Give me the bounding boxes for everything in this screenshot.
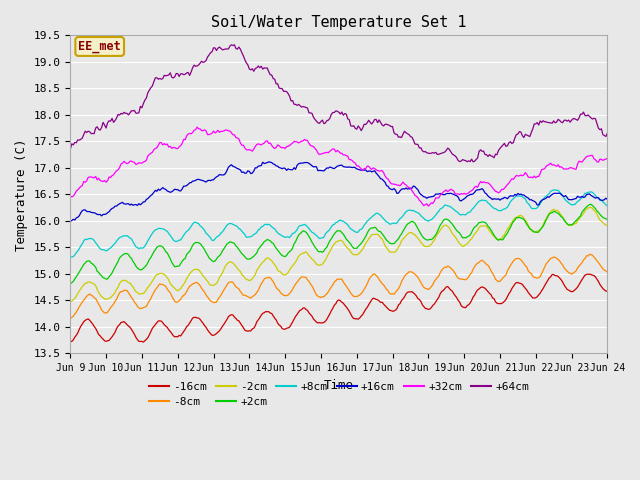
Line: +8cm: +8cm [70, 190, 607, 257]
+2cm [67, 281, 74, 287]
+2cm [390, 241, 398, 247]
-8cm [402, 272, 410, 277]
+2cm [372, 225, 380, 231]
-8cm [604, 269, 611, 275]
-16cm [586, 271, 593, 277]
+32cm [67, 193, 74, 199]
+8cm [604, 203, 611, 209]
+64cm [166, 70, 174, 76]
+8cm [68, 254, 76, 260]
Line: +64cm: +64cm [70, 45, 607, 162]
+32cm [166, 144, 174, 149]
-2cm [67, 299, 74, 305]
Line: -2cm: -2cm [70, 207, 607, 302]
+32cm [392, 181, 399, 187]
Text: EE_met: EE_met [78, 40, 121, 53]
-2cm [166, 280, 174, 286]
+16cm [81, 207, 89, 213]
-8cm [372, 273, 380, 278]
+64cm [374, 120, 381, 125]
+2cm [604, 217, 611, 223]
+16cm [374, 172, 381, 178]
+64cm [228, 42, 236, 48]
-16cm [392, 307, 399, 313]
+32cm [404, 184, 412, 190]
-2cm [587, 204, 595, 210]
-2cm [402, 233, 410, 239]
-16cm [81, 317, 89, 323]
+32cm [604, 156, 611, 161]
+16cm [392, 187, 399, 193]
-16cm [140, 339, 147, 345]
+64cm [541, 119, 548, 125]
+2cm [81, 260, 89, 266]
-16cm [67, 339, 74, 345]
+64cm [404, 131, 412, 136]
-8cm [166, 290, 174, 296]
Legend: -16cm, -8cm, -2cm, +2cm, +8cm, +16cm, +32cm, +64cm: -16cm, -8cm, -2cm, +2cm, +8cm, +16cm, +3… [145, 377, 533, 411]
Line: +32cm: +32cm [70, 127, 607, 206]
Line: -8cm: -8cm [70, 254, 607, 318]
-2cm [81, 280, 89, 286]
+2cm [538, 225, 545, 231]
-2cm [372, 231, 380, 237]
+8cm [83, 237, 90, 242]
-2cm [604, 223, 611, 228]
+16cm [540, 197, 547, 203]
+16cm [404, 186, 412, 192]
-16cm [168, 331, 175, 336]
+64cm [81, 128, 89, 134]
+8cm [551, 187, 559, 193]
+8cm [392, 221, 399, 227]
+64cm [604, 130, 611, 136]
X-axis label: Time: Time [324, 379, 354, 392]
-2cm [390, 249, 398, 255]
-8cm [586, 252, 593, 257]
+32cm [424, 203, 432, 209]
+16cm [604, 196, 611, 202]
-16cm [604, 288, 611, 294]
-16cm [540, 286, 547, 291]
Line: +16cm: +16cm [70, 162, 607, 221]
+8cm [168, 235, 175, 240]
+2cm [402, 223, 410, 229]
+32cm [81, 180, 89, 185]
-2cm [538, 225, 545, 230]
+32cm [193, 124, 201, 130]
-8cm [390, 291, 398, 297]
+16cm [265, 159, 273, 165]
Line: +2cm: +2cm [70, 204, 607, 284]
+8cm [540, 196, 547, 202]
+8cm [404, 208, 412, 214]
+2cm [587, 202, 595, 207]
+8cm [67, 254, 74, 260]
-8cm [81, 295, 89, 301]
+32cm [541, 166, 548, 171]
+16cm [166, 190, 174, 195]
+64cm [469, 159, 477, 165]
+64cm [67, 146, 74, 152]
+8cm [374, 211, 381, 216]
-8cm [67, 315, 74, 321]
-8cm [538, 270, 545, 276]
-16cm [374, 297, 381, 303]
+64cm [392, 132, 399, 137]
Line: -16cm: -16cm [70, 274, 607, 342]
Title: Soil/Water Temperature Set 1: Soil/Water Temperature Set 1 [211, 15, 467, 30]
+16cm [67, 218, 74, 224]
-16cm [404, 289, 412, 295]
+2cm [166, 256, 174, 262]
+32cm [374, 168, 381, 173]
Y-axis label: Temperature (C): Temperature (C) [15, 138, 28, 251]
